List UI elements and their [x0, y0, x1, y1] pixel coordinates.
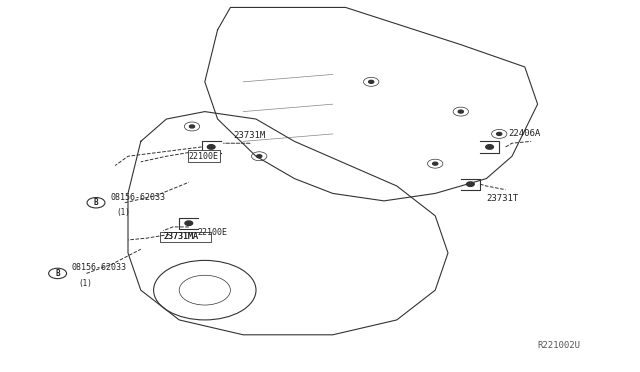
Circle shape — [185, 221, 193, 225]
Circle shape — [458, 110, 463, 113]
Circle shape — [486, 145, 493, 149]
Text: (1): (1) — [116, 208, 131, 217]
Circle shape — [433, 162, 438, 165]
Circle shape — [189, 125, 195, 128]
Circle shape — [497, 132, 502, 135]
Text: 08156-62033: 08156-62033 — [110, 193, 165, 202]
Text: 23731MA: 23731MA — [163, 232, 198, 241]
Circle shape — [369, 80, 374, 83]
Text: 08156-62033: 08156-62033 — [72, 263, 127, 272]
FancyBboxPatch shape — [160, 232, 211, 242]
Text: 22100E: 22100E — [197, 228, 227, 237]
Text: (1): (1) — [78, 279, 92, 288]
Circle shape — [257, 155, 262, 158]
Text: B: B — [93, 198, 99, 207]
Circle shape — [467, 182, 474, 186]
Circle shape — [207, 145, 215, 149]
Text: 23731T: 23731T — [486, 194, 518, 203]
Text: 22406A: 22406A — [509, 129, 541, 138]
Text: 22100E: 22100E — [189, 152, 219, 161]
Text: R221002U: R221002U — [538, 341, 580, 350]
Text: 23731MA: 23731MA — [164, 232, 199, 241]
Text: 23731M: 23731M — [234, 131, 266, 140]
Text: B: B — [55, 269, 60, 278]
